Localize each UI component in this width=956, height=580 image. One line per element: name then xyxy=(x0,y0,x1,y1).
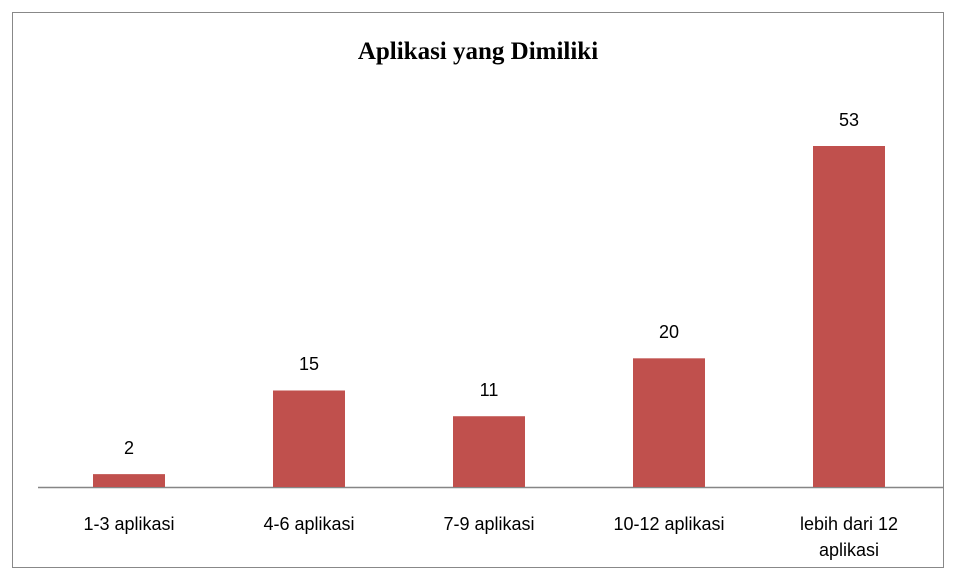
bar xyxy=(633,358,705,487)
data-label: 15 xyxy=(298,354,320,375)
chart-frame xyxy=(12,12,944,568)
x-tick-label: 10-12 aplikasi xyxy=(613,514,725,534)
x-tick-label: 1-3 aplikasi xyxy=(83,514,175,534)
x-tick-label: 7-9 aplikasi xyxy=(443,514,535,534)
x-tick-label: 4-6 aplikasi xyxy=(263,514,355,534)
chart-title: Aplikasi yang Dimiliki xyxy=(357,38,599,65)
bar xyxy=(813,146,885,487)
data-label: 53 xyxy=(838,110,860,130)
data-label: 20 xyxy=(658,322,680,343)
bar xyxy=(273,390,345,487)
x-tick-label: lebih dari 12 aplikasi xyxy=(799,514,899,560)
bar xyxy=(93,474,165,487)
data-label: 11 xyxy=(479,380,499,401)
bar xyxy=(453,416,525,487)
data-label: 2 xyxy=(123,438,134,459)
